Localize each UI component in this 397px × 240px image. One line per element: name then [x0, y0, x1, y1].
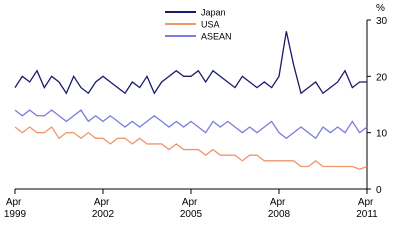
legend-label: Japan: [201, 8, 226, 18]
y-tick-label: 30: [376, 16, 388, 27]
y-tick-label: 10: [376, 129, 388, 140]
legend-label: ASEAN: [201, 32, 232, 42]
series-line: [14, 31, 367, 95]
x-tick-label: Apr 2002: [92, 197, 115, 220]
series-line: [14, 109, 368, 140]
y-tick-label: 0: [376, 185, 382, 196]
chart: % 0 10 20 30 Apr 1999 Apr 2002 Apr 2005 Apr 200…: [4, 3, 388, 220]
legend-label: USA: [201, 20, 220, 30]
x-tick-label: Apr 2008: [268, 197, 291, 220]
series-line: [14, 126, 368, 170]
x-tick-label: Apr 2005: [180, 197, 203, 220]
y-unit: %: [376, 3, 385, 14]
x-tick-label: Apr 2011: [356, 197, 378, 220]
y-tick-label: 20: [376, 72, 388, 83]
x-tick-label: Apr 1999: [4, 197, 27, 220]
